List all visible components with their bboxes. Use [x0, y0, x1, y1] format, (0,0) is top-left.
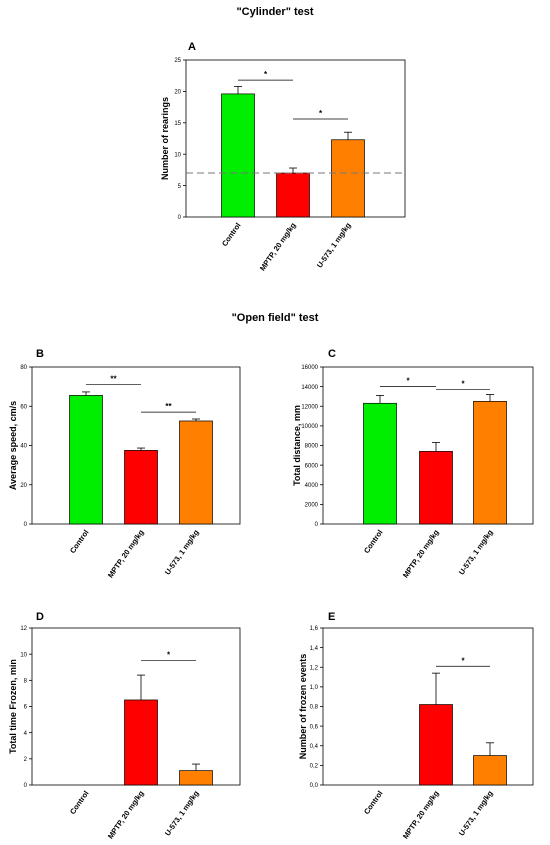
y-tick-label: 80 [20, 365, 27, 371]
y-tick-label: 6000 [305, 463, 319, 469]
y-tick-label: 0,6 [310, 724, 319, 730]
y-tick-label: 12000 [301, 404, 318, 410]
y-tick-label: 6 [24, 705, 28, 711]
x-tick-label: U-573, 1 mg/kg [315, 221, 353, 270]
y-tick-label: 60 [20, 404, 27, 410]
y-axis-label: Number of rearings [160, 97, 170, 180]
y-tick-label: 0,8 [310, 705, 319, 711]
y-tick-label: 25 [174, 58, 181, 64]
panel-label: A [188, 41, 196, 53]
x-tick-label: Control [68, 789, 91, 816]
x-tick-label: U-573, 1 mg/kg [163, 528, 201, 577]
y-tick-label: 8 [24, 679, 28, 685]
y-tick-label: 40 [20, 444, 27, 450]
y-axis-label: Number of frozen events [298, 654, 308, 760]
chart-c: 0 2000 4000 6000 8000 10000 12000 14000 16000 Tot… [292, 348, 534, 580]
x-tick-label: U-573, 1 mg/kg [457, 789, 495, 838]
y-tick-label: 2 [24, 757, 28, 763]
y-axis-label: Total time Frozen, min [8, 659, 18, 754]
x-tick-label: MPTP, 20 mg/kg [401, 528, 441, 580]
y-tick-label: 14000 [301, 385, 318, 391]
bar [473, 400, 507, 525]
y-tick-label: 0 [178, 215, 182, 221]
bar [179, 770, 213, 786]
y-axis-label: Average speed, cm/s [8, 401, 18, 490]
y-tick-label: 12 [20, 626, 27, 632]
significance-label: ** [110, 375, 117, 384]
bar [69, 395, 103, 525]
x-tick-label: U-573, 1 mg/kg [457, 528, 495, 577]
open-field-test-title: "Open field" test [231, 312, 319, 324]
y-tick-label: 16000 [301, 365, 318, 371]
chart-a: 0 5 10 15 20 25 Number of rearings A Control MPTP… [160, 41, 406, 273]
y-tick-label: 10000 [301, 424, 318, 430]
y-tick-label: 1,6 [310, 626, 319, 632]
bar [331, 139, 365, 218]
cylinder-test-title: "Cylinder" test [236, 6, 314, 18]
chart-e: 0,0 0,2 0,4 0,6 0,8 1,0 1,2 1,4 1,6 Number of fro… [298, 611, 534, 841]
y-tick-label: 1,4 [310, 646, 319, 652]
y-tick-label: 4 [24, 731, 28, 737]
x-tick-label: Control [362, 528, 385, 555]
x-tick-label: MPTP, 20 mg/kg [258, 221, 298, 273]
x-tick-label: MPTP, 20 mg/kg [401, 789, 441, 841]
y-tick-label: 8000 [305, 444, 319, 450]
x-tick-label: MPTP, 20 mg/kg [106, 528, 146, 580]
y-tick-label: 4000 [305, 483, 319, 489]
bar [124, 450, 158, 525]
y-axis-label: Total distance, mm [292, 405, 302, 486]
x-tick-label: U-573, 1 mg/kg [163, 789, 201, 838]
y-tick-label: 2000 [305, 503, 319, 509]
bar [221, 93, 255, 218]
y-tick-label: 15 [174, 121, 181, 127]
x-tick-label: Control [68, 528, 91, 555]
significance-label: * [406, 377, 410, 386]
panel-label: D [36, 611, 44, 623]
y-tick-label: 20 [174, 90, 181, 96]
chart-d: 0 2 4 6 8 10 12 Total time Frozen, min D Control M… [8, 611, 241, 841]
significance-label: * [461, 380, 465, 389]
significance-label: * [319, 109, 323, 118]
y-tick-label: 0,0 [310, 783, 319, 789]
bar [276, 172, 310, 218]
x-tick-label: MPTP, 20 mg/kg [106, 789, 146, 841]
panel-label: B [36, 348, 44, 360]
y-tick-label: 0 [315, 522, 319, 528]
y-tick-label: 20 [20, 483, 27, 489]
y-tick-label: 10 [20, 652, 27, 658]
y-tick-label: 0,2 [310, 764, 319, 770]
chart-b: 0 20 40 60 80 Average speed, cm/s B Control MPTP… [8, 348, 241, 580]
y-tick-label: 1,0 [310, 685, 319, 691]
y-tick-label: 0,4 [310, 744, 319, 750]
significance-label: * [461, 656, 465, 665]
significance-label: ** [165, 402, 172, 411]
y-tick-label: 5 [178, 184, 182, 190]
significance-label: * [167, 651, 171, 660]
y-tick-label: 0 [24, 783, 28, 789]
bar [179, 420, 213, 525]
bar [124, 699, 158, 786]
y-tick-label: 1,2 [310, 665, 319, 671]
panel-label: E [328, 611, 335, 623]
panel-label: C [328, 348, 336, 360]
x-tick-label: Control [220, 221, 243, 248]
bar [419, 451, 453, 525]
x-tick-label: Control [362, 789, 385, 816]
bar [363, 402, 397, 525]
y-tick-label: 10 [174, 152, 181, 158]
bar [473, 755, 507, 786]
y-tick-label: 0 [24, 522, 28, 528]
significance-label: * [264, 70, 268, 79]
bar [419, 704, 453, 786]
